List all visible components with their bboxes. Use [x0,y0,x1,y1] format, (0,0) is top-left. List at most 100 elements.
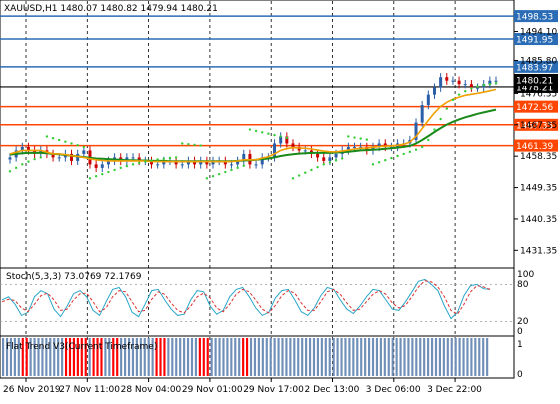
psar-dot [137,161,141,165]
trend-bar [53,338,56,376]
trend-bar [190,338,194,376]
candle-body [223,160,227,165]
psar-dot [420,145,424,149]
trend-bar [234,338,237,376]
trend-bar [446,338,449,376]
psar-dot [439,117,442,121]
trend-bar [482,338,485,376]
price-panel [0,0,515,269]
candle-body [57,157,61,159]
psar-dot [168,156,172,160]
psar-dot [322,163,325,166]
trend-bar [112,338,115,376]
psar-dot [193,143,196,147]
psar-dot [248,128,252,131]
trend-bar [273,338,276,376]
trend-bar [257,338,260,376]
trend-bar [29,338,32,376]
psar-dot [27,160,30,163]
candle-body [193,160,197,165]
trend-bar [21,338,24,376]
horizontal-levels [0,15,514,147]
price-tick-label: 1485.80 [520,56,557,66]
psar-dot [33,157,36,161]
candle-body [432,87,436,95]
trend-bar [474,338,477,376]
trend-bar [308,338,312,376]
level-label: 1472.56 [516,103,553,113]
psar-dot [70,142,73,145]
psar-dot [316,165,319,169]
candle-body [476,87,480,89]
candle-body [451,80,455,82]
candle-body [94,164,98,168]
level-label: 1467.35 [516,121,553,131]
trend-bar [167,338,170,376]
psar-dot [88,177,92,180]
candle-body [291,143,295,147]
psar-dot [310,168,313,172]
level-label: 1478.21 [516,83,553,93]
psar-dot [205,177,209,180]
trend-bar [143,338,146,376]
psar-dot [187,142,190,146]
psar-dot [353,136,356,139]
trend-bar [183,338,186,376]
trend-bar [92,338,95,376]
stoch-label: Stoch(5,3,3) 73.0769 72.1769 [6,272,142,282]
candle-body [445,77,449,81]
psar-dot [402,152,405,156]
trend-bar [478,338,481,376]
trend-scale-1: 1 [517,340,523,350]
level-label-bg [514,60,558,73]
trend-bar [442,338,445,376]
candle-body [469,84,473,88]
trend-bar [340,338,343,376]
trend-bar [466,338,469,376]
psar-dot [236,166,239,170]
psar-dot [45,135,49,138]
psar-dot [156,158,159,161]
trend-bar [242,338,245,376]
candle-body [174,160,178,165]
psar-dot [107,170,110,174]
trend-bar [434,338,438,376]
psar-dot [119,166,122,170]
psar-dot [297,174,301,177]
psar-dot [14,166,18,170]
candle-body [303,150,307,152]
trend-bar [163,338,166,376]
trend-bar [344,338,347,376]
trend-bar [13,338,16,376]
time-label: 26 Nov 2019 [3,385,61,395]
trend-bar [328,338,331,376]
candle-body [8,157,12,160]
trend-bar [159,338,162,376]
trend-bar [238,338,241,376]
candle-body [100,164,104,168]
psar-dot [144,160,147,163]
trend-bar [45,338,48,376]
psar-dot [341,157,344,160]
candle-body [26,146,30,151]
candle-body [229,164,233,166]
psar-dot [261,131,264,134]
moving-averages [9,88,497,163]
trend-bar [419,338,422,376]
psar-dot [51,137,55,140]
trend-bar [64,338,68,376]
candle-body [156,164,160,166]
trend-bar [186,338,190,376]
trend-bar [41,338,44,376]
psar-dot [427,138,430,142]
trend-bar [222,338,225,376]
psar-dot [174,156,178,159]
psar-dot [181,142,184,145]
level-label: 1483.97 [516,63,553,73]
candle-body [273,143,277,158]
trend-bar [68,338,72,376]
trend-bar [49,338,52,376]
trend-bar [281,338,284,376]
